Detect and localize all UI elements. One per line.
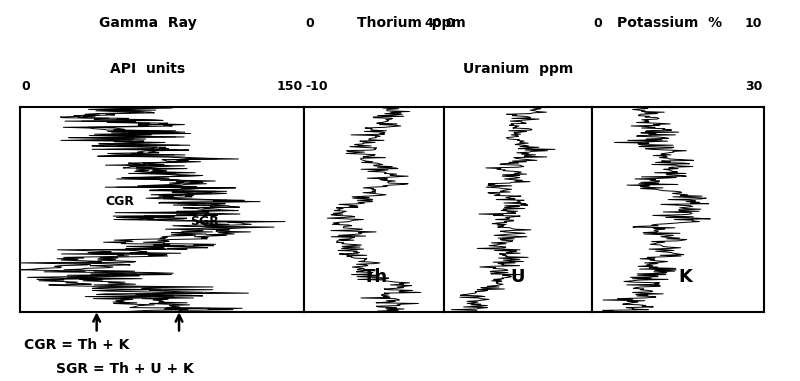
Text: Potassium  %: Potassium % (617, 16, 722, 30)
Text: Th: Th (362, 269, 388, 287)
Text: 0: 0 (594, 18, 602, 30)
Text: 0: 0 (446, 18, 454, 30)
Text: 40: 40 (425, 18, 442, 30)
Text: U: U (510, 269, 525, 287)
Text: CGR: CGR (106, 195, 134, 208)
Text: API  units: API units (110, 62, 186, 76)
Text: Uranium  ppm: Uranium ppm (463, 62, 573, 76)
Text: -10: -10 (306, 80, 328, 93)
Text: SGR: SGR (190, 215, 219, 228)
Text: 0: 0 (22, 80, 30, 93)
Text: 0: 0 (306, 18, 314, 30)
Text: 30: 30 (745, 80, 762, 93)
Text: CGR = Th + K: CGR = Th + K (24, 338, 130, 352)
Text: 10: 10 (745, 18, 762, 30)
Text: K: K (678, 269, 692, 287)
Text: SGR = Th + U + K: SGR = Th + U + K (56, 362, 194, 376)
Text: Gamma  Ray: Gamma Ray (99, 16, 197, 30)
Text: 150: 150 (276, 80, 302, 93)
Text: Thorium  ppm: Thorium ppm (357, 16, 466, 30)
